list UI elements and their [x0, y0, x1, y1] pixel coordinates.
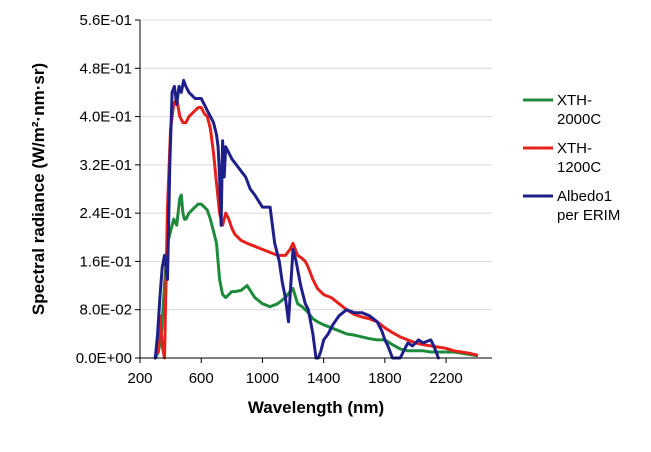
x-tick-label: 2200	[429, 370, 462, 387]
x-tick-label: 600	[189, 370, 214, 387]
series-line-1	[153, 97, 479, 360]
y-tick-label: 4.8E-01	[79, 60, 132, 77]
plot-area	[140, 20, 492, 358]
y-tick-label: 8.0E-02	[79, 302, 132, 319]
gridlines	[140, 19, 492, 311]
series-line-0	[153, 193, 479, 360]
x-tick-label: 1800	[368, 370, 401, 387]
y-tick-label: 2.4E-01	[79, 205, 132, 222]
x-axis-title: Wavelength (nm)	[248, 398, 384, 417]
y-tick-label: 4.0E-01	[79, 109, 132, 126]
y-axis-ticks: 0.0E+00 8.0E-02 1.6E-01 2.4E-01 3.2E-01 4.0E-…	[76, 12, 140, 367]
x-tick-label: 1000	[246, 370, 279, 387]
y-tick-label: 0.0E+00	[76, 350, 132, 367]
x-tick-label: 200	[127, 370, 152, 387]
y-tick-label: 3.2E-01	[79, 157, 132, 174]
y-tick-label: 1.6E-01	[79, 253, 132, 270]
y-axis-title: Spectral radiance (W/m²·nm·sr)	[29, 63, 48, 315]
legend-label-2: Albedo1 per ERIM	[557, 188, 620, 224]
legend-label-0: XTH-2000C	[557, 92, 601, 128]
y-tick-label: 5.6E-01	[79, 12, 132, 29]
x-axis-ticks: 200 600 1000 1400 1800 2200	[127, 358, 463, 387]
legend-label-1: XTH-1200C	[557, 140, 601, 176]
x-tick-label: 1400	[307, 370, 340, 387]
series-lines	[153, 78, 479, 360]
legend: XTH-2000C XTH-1200C Albedo1 per ERIM	[523, 92, 620, 224]
series-line-2	[153, 78, 440, 360]
